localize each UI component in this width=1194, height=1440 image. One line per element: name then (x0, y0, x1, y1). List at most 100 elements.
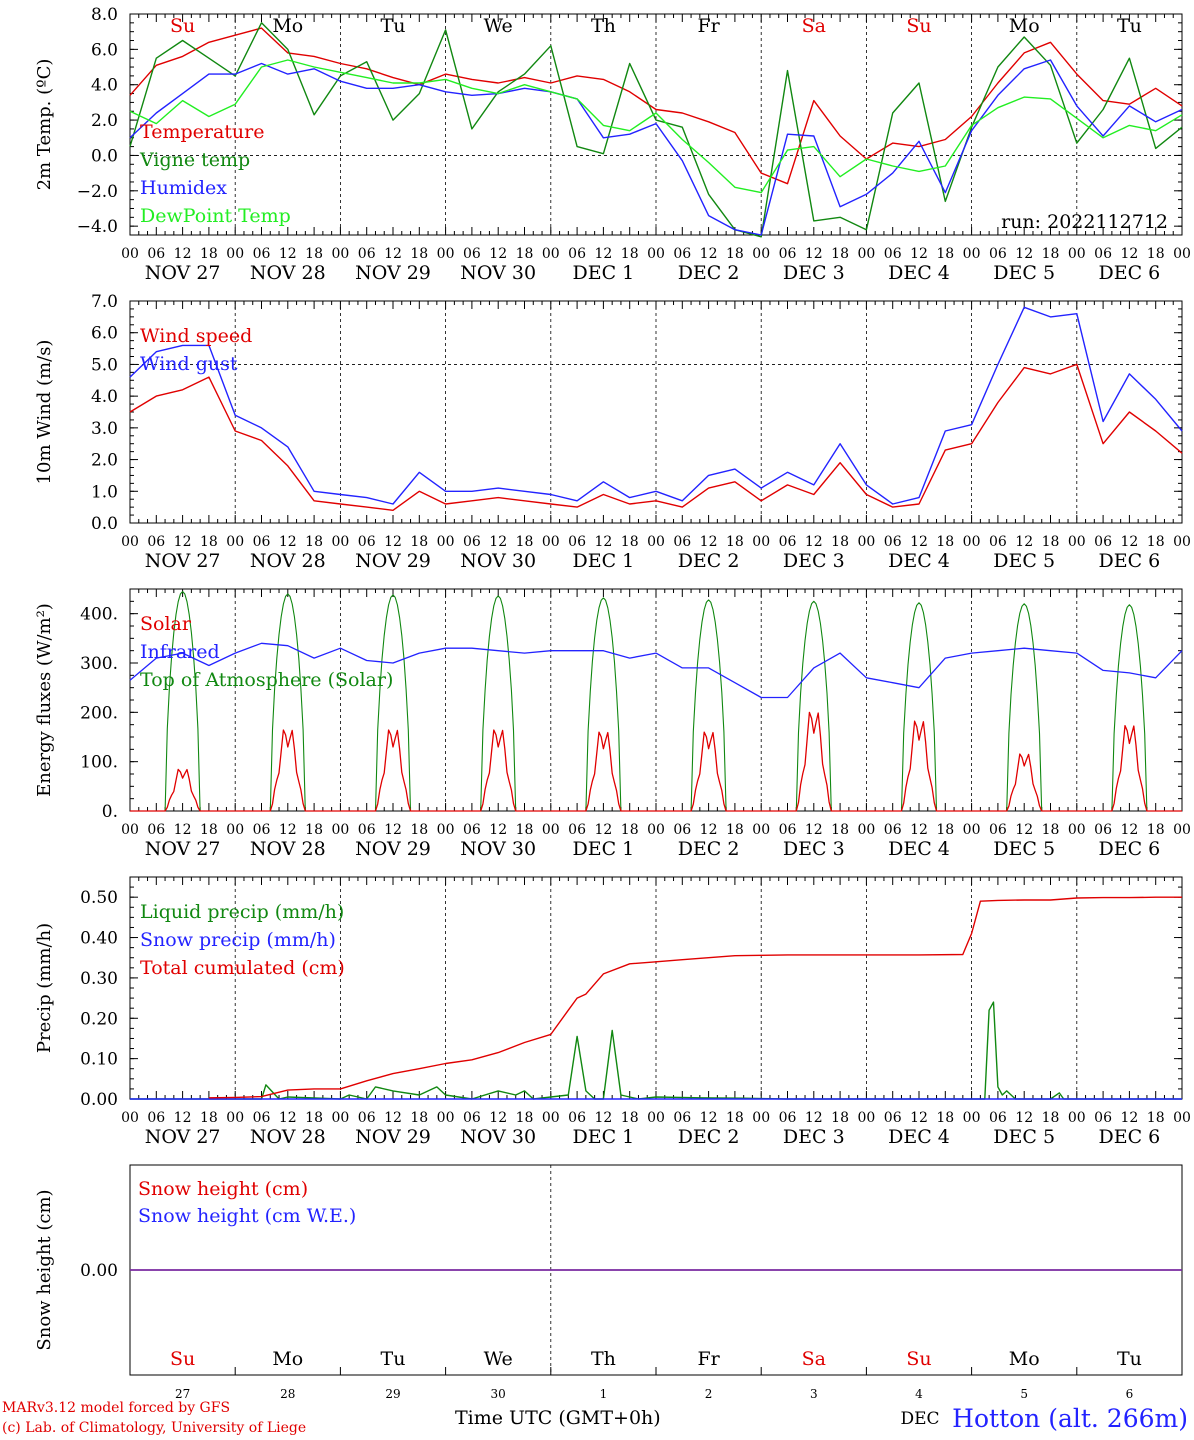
total-cumulated-cm-line (208, 896, 1182, 1099)
bottom-weekday-label: Mo (1009, 1348, 1040, 1370)
y-tick-label: 200. (80, 703, 118, 723)
x-date-label: DEC 3 (783, 1126, 845, 1148)
x-hour-label: 00 (963, 1110, 981, 1126)
x-hour-label: 12 (805, 246, 823, 262)
x-hour-label: 00 (437, 1110, 455, 1126)
bottom-weekday-label: Th (591, 1348, 616, 1370)
legend-entry: Top of Atmosphere (Solar) (140, 669, 393, 691)
x-hour-label: 00 (331, 822, 349, 838)
x-hour-label: 12 (1015, 1110, 1033, 1126)
y-tick-label: 3.0 (91, 419, 118, 439)
x-hour-label: 12 (910, 246, 928, 262)
toa-solar-day-8 (866, 602, 972, 812)
weekday-label: Mo (1009, 15, 1040, 37)
x-hour-label: 06 (568, 246, 586, 262)
x-hour-label: 12 (384, 534, 402, 550)
x-date-label: NOV 29 (355, 262, 431, 284)
x-date-label: NOV 30 (460, 838, 536, 860)
x-hour-label: 12 (489, 534, 507, 550)
x-hour-label: 00 (121, 246, 139, 262)
x-hour-label: 06 (568, 822, 586, 838)
x-hour-label: 12 (1120, 534, 1138, 550)
weekday-label: Mo (272, 15, 303, 37)
x-hour-label: 18 (410, 246, 428, 262)
toa-solar-day-9 (971, 603, 1077, 812)
x-hour-label: 12 (1120, 822, 1138, 838)
x-hour-label: 00 (647, 246, 665, 262)
x-date-label: NOV 28 (250, 550, 326, 572)
bottom-weekday-label: Su (906, 1348, 931, 1370)
x-date-label: DEC 5 (993, 262, 1055, 284)
legend-entry: Infrared (140, 641, 220, 663)
x-date-label: NOV 29 (355, 550, 431, 572)
x-date-label: DEC 1 (573, 262, 635, 284)
y-tick-label: 0. (102, 802, 118, 822)
x-hour-label: 06 (1094, 822, 1112, 838)
legend-entry: Vigne temp (139, 149, 250, 171)
x-hour-label: 06 (568, 534, 586, 550)
y-tick-label: 0.0 (91, 146, 118, 166)
x-hour-label: 12 (384, 246, 402, 262)
legend-entry: Temperature (140, 121, 264, 143)
x-hour-label: 06 (1094, 534, 1112, 550)
x-hour-label: 00 (121, 1110, 139, 1126)
solar-day-5 (550, 731, 656, 812)
y-tick-label: 400. (80, 605, 118, 625)
x-hour-label: 00 (226, 534, 244, 550)
x-hour-label: 18 (305, 1110, 323, 1126)
x-date-label: DEC 5 (993, 1126, 1055, 1148)
y-tick-label: 0.10 (80, 1050, 118, 1070)
bottom-day-number: 5 (1020, 1387, 1028, 1401)
y-tick-label: 4.0 (91, 387, 118, 407)
toa-solar-day-3 (340, 594, 446, 812)
x-hour-label: 00 (226, 1110, 244, 1126)
legend-entry: Snow precip (mm/h) (140, 929, 336, 951)
solar-day-10 (1076, 724, 1182, 812)
x-hour-label: 00 (857, 534, 875, 550)
x-hour-label: 18 (936, 1110, 954, 1126)
x-date-label: NOV 29 (355, 1126, 431, 1148)
toa-solar-day-6 (656, 599, 762, 812)
x-hour-label: 12 (910, 822, 928, 838)
x-axis-title: Time UTC (GMT+0h) (455, 1407, 661, 1429)
x-hour-label: 18 (200, 1110, 218, 1126)
bottom-weekday-label: Tu (1117, 1348, 1142, 1370)
legend-entry: Snow height (cm W.E.) (138, 1205, 356, 1227)
x-date-label: NOV 30 (460, 262, 536, 284)
bottom-day-number: 4 (915, 1387, 923, 1401)
y-tick-label: 4.0 (91, 76, 118, 96)
x-date-label: DEC 2 (678, 838, 740, 860)
x-hour-label: 00 (121, 822, 139, 838)
y-tick-label: −2.0 (77, 182, 118, 202)
x-hour-label: 12 (594, 534, 612, 550)
y-tick-label: 2.0 (91, 451, 118, 471)
y-tick-label: 1.0 (91, 482, 118, 502)
bottom-day-number: 3 (810, 1387, 818, 1401)
solar-day-7 (761, 711, 867, 812)
x-hour-label: 12 (174, 1110, 192, 1126)
x-hour-label: 00 (1068, 534, 1086, 550)
x-hour-label: 18 (936, 534, 954, 550)
x-hour-label: 12 (805, 822, 823, 838)
legend-entry: DewPoint Temp (140, 205, 291, 227)
x-date-label: DEC 1 (573, 1126, 635, 1148)
bottom-day-number: 1 (600, 1387, 608, 1401)
x-hour-label: 12 (910, 534, 928, 550)
x-hour-label: 00 (1173, 1110, 1191, 1126)
solar-day-2 (235, 729, 341, 812)
x-hour-label: 18 (200, 246, 218, 262)
x-hour-label: 12 (1015, 246, 1033, 262)
x-hour-label: 18 (1042, 822, 1060, 838)
x-hour-label: 12 (279, 246, 297, 262)
x-hour-label: 06 (1094, 246, 1112, 262)
y-tick-label: 7.0 (91, 292, 118, 312)
y-tick-label: 0.30 (80, 969, 118, 989)
x-hour-label: 18 (936, 246, 954, 262)
legend-entry: Solar (140, 613, 192, 635)
y-tick-label: 0.20 (80, 1009, 118, 1029)
x-hour-label: 00 (226, 246, 244, 262)
x-hour-label: 18 (1147, 1110, 1165, 1126)
x-hour-label: 12 (384, 1110, 402, 1126)
toa-solar-day-10 (1076, 604, 1182, 812)
x-hour-label: 18 (305, 822, 323, 838)
